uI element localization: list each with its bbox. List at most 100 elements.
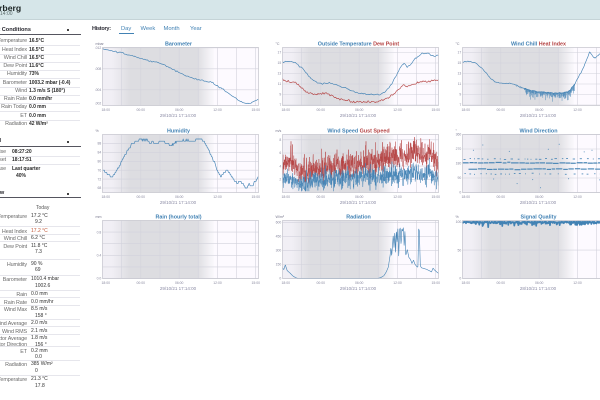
svg-text:29/10/21 17:14:00: 29/10/21 17:14:00 [340,199,377,204]
svg-text:0.0: 0.0 [97,277,102,281]
svg-text:7: 7 [459,103,461,107]
svg-text:17: 17 [458,51,462,55]
svg-text:17: 17 [278,51,282,55]
svg-text:18:00: 18:00 [282,281,291,285]
svg-text:12:00: 12:00 [573,108,582,112]
svg-text:°C: °C [276,42,280,46]
svg-text:100: 100 [456,220,462,224]
svg-text:00:00: 00:00 [497,281,506,285]
svg-text:12:00: 12:00 [213,108,222,112]
svg-text:15: 15 [458,61,462,65]
svg-text:150: 150 [276,263,282,267]
svg-text:06:00: 06:00 [535,108,544,112]
svg-text:00:00: 00:00 [137,194,146,198]
svg-text:Barometer: Barometer [165,42,193,48]
svg-text:2: 2 [279,177,281,181]
svg-text:06:00: 06:00 [175,108,184,112]
svg-text:06:00: 06:00 [355,108,364,112]
svg-text:1004: 1004 [95,88,101,92]
svg-text:29/10/21 17:14:00: 29/10/21 17:14:00 [160,286,197,291]
svg-text:%: % [456,215,460,219]
svg-text:6: 6 [279,151,281,155]
svg-text:18:00: 18:00 [102,194,111,198]
svg-text:00:00: 00:00 [497,194,506,198]
svg-text:0: 0 [279,277,281,281]
svg-text:13: 13 [458,72,462,76]
svg-text:11: 11 [458,82,462,86]
svg-text:°C: °C [456,42,460,46]
svg-text:7: 7 [279,103,281,107]
svg-text:18:00: 18:00 [282,194,291,198]
svg-text:1012: 1012 [95,46,101,50]
svg-text:06:00: 06:00 [355,281,364,285]
svg-text:15:00: 15:00 [432,281,441,285]
svg-text:m/s: m/s [276,129,282,133]
svg-text:12:00: 12:00 [393,194,402,198]
svg-text:Wind Chill Heat Index: Wind Chill Heat Index [511,42,566,48]
svg-text:0: 0 [459,277,461,281]
svg-text:50: 50 [458,248,462,252]
svg-text:9: 9 [459,93,461,97]
svg-text:300: 300 [276,249,282,253]
svg-text:00:00: 00:00 [317,281,326,285]
svg-text:18:00: 18:00 [282,108,291,112]
svg-text:06:00: 06:00 [535,281,544,285]
svg-text:90: 90 [458,176,462,180]
svg-text:18:00: 18:00 [462,108,471,112]
svg-text:8: 8 [279,138,281,142]
svg-text:13: 13 [278,72,282,76]
svg-text:06:00: 06:00 [535,194,544,198]
svg-text:1002: 1002 [95,101,101,105]
svg-text:0: 0 [459,190,461,194]
svg-text:12:00: 12:00 [573,281,582,285]
svg-text:12:00: 12:00 [393,108,402,112]
svg-text:12:00: 12:00 [213,281,222,285]
svg-text:450: 450 [276,235,282,239]
svg-text:88: 88 [98,141,102,145]
svg-text:15: 15 [278,61,282,65]
svg-text:84: 84 [98,150,102,154]
svg-text:Signal Quality: Signal Quality [521,215,557,221]
svg-text:0.8: 0.8 [97,230,102,234]
svg-text:mbar: mbar [96,42,105,46]
svg-text:360: 360 [456,132,462,136]
svg-text:1008: 1008 [95,67,101,71]
svg-text:9: 9 [279,93,281,97]
svg-text:29/10/21 17:14:00: 29/10/21 17:14:00 [160,199,197,204]
svg-text:18:00: 18:00 [102,108,111,112]
svg-text:18:00: 18:00 [102,281,111,285]
svg-text:06:00: 06:00 [355,194,364,198]
svg-text:28/10/21 17:14:00: 28/10/21 17:14:00 [520,199,557,204]
svg-text:18:00: 18:00 [462,194,471,198]
svg-text:00:00: 00:00 [137,281,146,285]
svg-text:06:00: 06:00 [175,194,184,198]
svg-text:15:00: 15:00 [252,108,261,112]
svg-text:Humidity: Humidity [167,128,190,134]
svg-text:180: 180 [456,161,462,165]
svg-text:15:00: 15:00 [252,281,261,285]
svg-text:18:00: 18:00 [462,281,471,285]
svg-text:%: % [96,129,100,133]
svg-text:0.4: 0.4 [97,254,102,258]
svg-text:W/m²: W/m² [276,215,285,219]
svg-text:15:00: 15:00 [432,194,441,198]
svg-text:600: 600 [276,221,282,225]
svg-text:12:00: 12:00 [213,194,222,198]
svg-text:68: 68 [98,186,102,190]
svg-text:15:00: 15:00 [432,108,441,112]
svg-text:28/10/21 17:14:00: 28/10/21 17:14:00 [520,113,557,118]
svg-text:Outside Temperature Dew Point: Outside Temperature Dew Point [318,42,400,48]
svg-text:72: 72 [98,177,102,181]
svg-text:29/10/21 17:14:00: 29/10/21 17:14:00 [160,113,197,118]
svg-text:80: 80 [98,159,102,163]
svg-text:00:00: 00:00 [137,108,146,112]
svg-text:00:00: 00:00 [497,108,506,112]
svg-text:15:00: 15:00 [252,194,261,198]
svg-text:12:00: 12:00 [573,194,582,198]
svg-text:29/10/21 17:14:00: 29/10/21 17:14:00 [340,113,377,118]
svg-text:4: 4 [279,164,281,168]
svg-text:28/10/21 17:14:00: 28/10/21 17:14:00 [520,286,557,291]
svg-text:11: 11 [278,82,282,86]
svg-text:270: 270 [456,147,462,151]
svg-text:00:00: 00:00 [317,194,326,198]
